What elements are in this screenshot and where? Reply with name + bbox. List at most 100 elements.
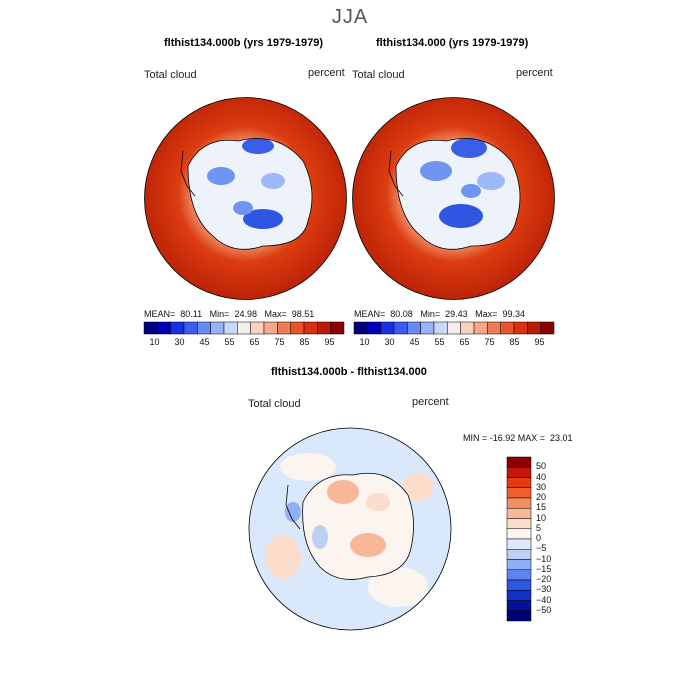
panel1-colorbar bbox=[143, 321, 345, 335]
panel1-title: flthist134.000b (yrs 1979-1979) bbox=[164, 37, 323, 49]
panel1-colorbar-swatch bbox=[317, 321, 331, 335]
panel2-colorbar-swatch bbox=[487, 321, 501, 335]
panel2-colorbar-swatch bbox=[367, 321, 381, 335]
panel1-field-label: Total cloud bbox=[144, 69, 197, 81]
panel1-colorbar-swatch bbox=[237, 321, 251, 335]
diff-colorbar-swatch bbox=[506, 477, 532, 488]
panel1-colorbar-swatch bbox=[250, 321, 265, 335]
panel1-colorbar-tick-label: 55 bbox=[224, 337, 235, 347]
panel2-colorbar-swatch bbox=[380, 321, 395, 335]
diff-colorbar-swatch bbox=[506, 579, 532, 591]
panel2-title: flthist134.000 (yrs 1979-1979) bbox=[376, 37, 529, 49]
panel1-min-value: 24.98 bbox=[234, 309, 257, 319]
panel1-colorbar-swatch bbox=[290, 321, 305, 335]
panel2-colorbar-tick-label: 65 bbox=[459, 337, 470, 347]
panel2-min-value: 29.43 bbox=[445, 309, 468, 319]
panel1-colorbar-tick-label: 65 bbox=[249, 337, 260, 347]
panel1-colorbar-tick-label: 95 bbox=[324, 337, 335, 347]
panel2-colorbar bbox=[353, 321, 555, 335]
panel2-colorbar-tick-label: 55 bbox=[434, 337, 445, 347]
panel2-colorbar-swatch bbox=[353, 321, 368, 335]
panel2-stats: MEAN= 80.08 Min= 29.43 Max= 99.34 bbox=[354, 309, 525, 319]
panel1-stats: MEAN= 80.11 Min= 24.98 Max= 98.51 bbox=[144, 309, 314, 319]
panel2-polar-map bbox=[352, 97, 555, 300]
panel2-colorbar-swatch bbox=[540, 321, 555, 335]
diff-colorbar-tick-label: −40 bbox=[536, 594, 552, 605]
diff-colorbar-tick-label: 50 bbox=[536, 461, 547, 472]
panel2-colorbar-swatch bbox=[513, 321, 528, 335]
diff-colorbar-swatch bbox=[506, 467, 532, 478]
diff-colorbar bbox=[506, 456, 532, 622]
panel1-colorbar-swatch bbox=[157, 321, 171, 335]
panel2-field-label: Total cloud bbox=[352, 69, 405, 81]
panel1-colorbar-swatch bbox=[263, 321, 278, 335]
diff-colorbar-swatch bbox=[506, 538, 532, 550]
diff-colorbar-tick-label: −5 bbox=[536, 543, 547, 554]
diff-colorbar-swatch bbox=[506, 549, 532, 560]
panel2-colorbar-swatch bbox=[407, 321, 421, 335]
panel2-units: percent bbox=[516, 67, 553, 79]
diff-colorbar-swatch bbox=[506, 590, 532, 601]
diff-colorbar-swatch bbox=[506, 508, 532, 519]
panel2-colorbar-swatch bbox=[433, 321, 448, 335]
diff-polar-map bbox=[248, 427, 452, 631]
diff-colorbar-swatch bbox=[506, 569, 532, 581]
diff-colorbar-swatch bbox=[506, 600, 532, 611]
panel1-colorbar-swatch bbox=[197, 321, 211, 335]
panel2-min-label: Min= bbox=[420, 309, 441, 319]
diff-units: percent bbox=[412, 396, 449, 408]
panel2-mean-value: 80.08 bbox=[390, 309, 413, 319]
panel1-min-label: Min= bbox=[209, 309, 230, 319]
diff-colorbar-tick-label: 10 bbox=[536, 512, 547, 523]
panel1-colorbar-swatch bbox=[277, 321, 291, 335]
panel2-colorbar-tick-label: 95 bbox=[534, 337, 545, 347]
panel2-colorbar-swatch bbox=[393, 321, 408, 335]
panel2-colorbar-tick-label: 10 bbox=[359, 337, 370, 347]
panel2-max-label: Max= bbox=[475, 309, 498, 319]
panel1-colorbar-swatch bbox=[183, 321, 198, 335]
panel1-colorbar-tick-label: 75 bbox=[274, 337, 285, 347]
panel2-colorbar-ticks: 10 30 45 55 65 75 85 95 bbox=[354, 337, 554, 349]
panel2-colorbar-swatch bbox=[420, 321, 435, 335]
panel1-colorbar-swatch bbox=[223, 321, 238, 335]
panel2-colorbar-swatch bbox=[447, 321, 461, 335]
panel1-mean-value: 80.11 bbox=[180, 309, 203, 319]
diff-colorbar-tick-label: 15 bbox=[536, 502, 547, 513]
panel1-colorbar-tick-label: 30 bbox=[174, 337, 185, 347]
diff-colorbar-tick-label: 40 bbox=[536, 471, 547, 482]
diff-colorbar-swatch bbox=[506, 456, 532, 468]
panel2-max-value: 99.34 bbox=[502, 309, 525, 319]
diff-colorbar-tick-label: 5 bbox=[536, 522, 542, 533]
panel1-mean-label: MEAN= bbox=[144, 309, 176, 319]
diff-colorbar-tick-label: 20 bbox=[536, 492, 547, 502]
panel2-colorbar-tick-label: 85 bbox=[509, 337, 520, 347]
panel1-colorbar-swatch bbox=[210, 321, 225, 335]
season-title: JJA bbox=[331, 6, 369, 28]
diff-colorbar-tick-label: −30 bbox=[536, 584, 552, 595]
diff-colorbar-tick-label: 0 bbox=[536, 533, 542, 543]
diff-colorbar-swatch bbox=[506, 559, 532, 570]
panel1-colorbar-swatch bbox=[143, 321, 158, 335]
panel2-colorbar-swatch bbox=[527, 321, 541, 335]
diff-stats: MIN = -16.92 MAX = 23.01 bbox=[463, 433, 573, 443]
diff-colorbar-tick-label: −10 bbox=[536, 553, 552, 564]
diff-colorbar-tick-label: −50 bbox=[536, 604, 552, 615]
panel2-colorbar-tick-label: 75 bbox=[484, 337, 495, 347]
diff-colorbar-swatch bbox=[506, 487, 532, 499]
panel1-colorbar-tick-label: 10 bbox=[149, 337, 160, 347]
panel1-colorbar-tick-label: 45 bbox=[199, 337, 210, 347]
diff-colorbar-swatch bbox=[506, 610, 532, 622]
panel2-colorbar-swatch bbox=[473, 321, 488, 335]
diff-colorbar-swatch bbox=[506, 518, 532, 529]
diff-colorbar-ticks: 50 40 30 20 15 10 5 0 −5 −10 −15 −20 −30 −40 −50 bbox=[536, 457, 576, 621]
panel2-colorbar-swatch bbox=[500, 321, 515, 335]
panel1-colorbar-swatch bbox=[170, 321, 185, 335]
panel1-units: percent bbox=[308, 67, 345, 79]
diff-colorbar-tick-label: −20 bbox=[536, 574, 552, 584]
panel1-max-value: 98.51 bbox=[291, 309, 315, 319]
panel2-colorbar-tick-label: 30 bbox=[384, 337, 395, 347]
panel1-polar-map bbox=[144, 97, 347, 300]
diff-colorbar-tick-label: −15 bbox=[536, 563, 552, 574]
panel1-colorbar-swatch bbox=[330, 321, 345, 335]
panel2-mean-label: MEAN= bbox=[354, 309, 386, 319]
